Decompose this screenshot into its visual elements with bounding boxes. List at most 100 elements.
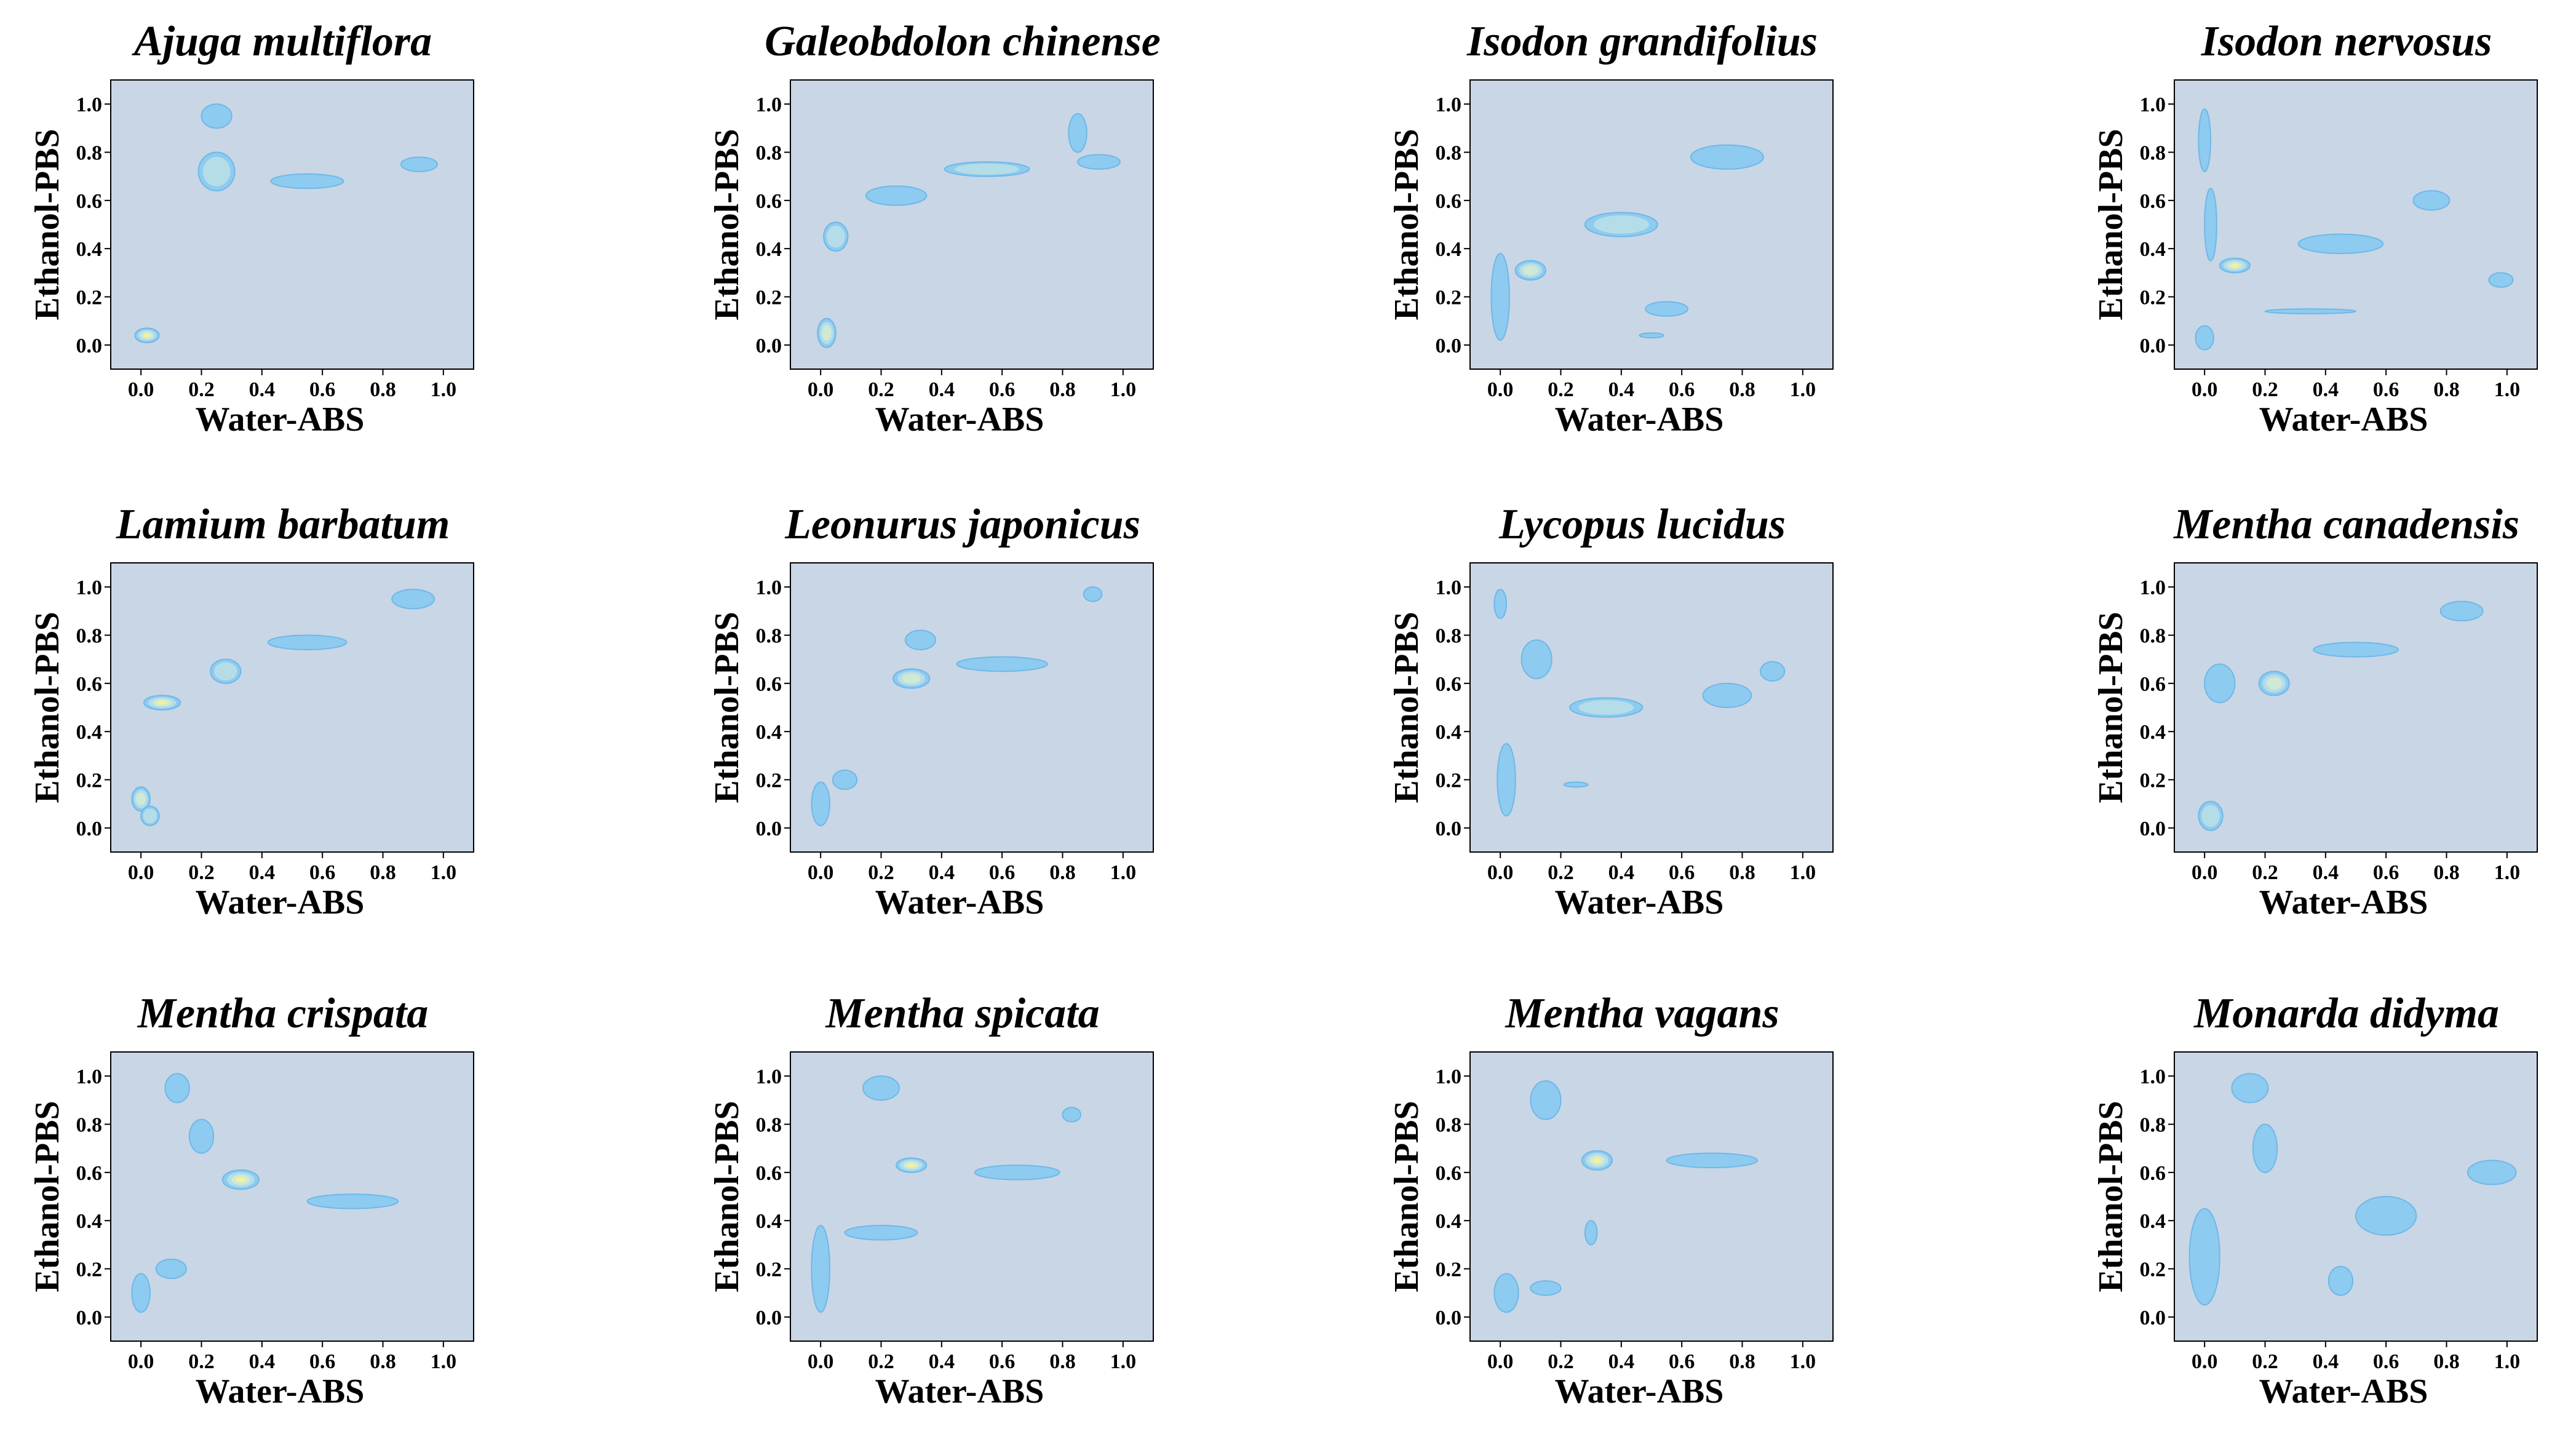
x-tick-label: 0.0	[1487, 861, 1514, 884]
contour-cluster-2-level-2	[902, 673, 921, 684]
x-tick-label: 0.4	[249, 861, 276, 884]
y-tick-label: 0.0	[1436, 1307, 1462, 1329]
x-tick-label: 0.8	[1729, 861, 1755, 884]
x-tick-label: 0.4	[1608, 1350, 1635, 1373]
contour-cluster-1-level-0	[844, 1225, 918, 1241]
contour-group	[2198, 600, 2484, 831]
x-tick-label: 0.6	[309, 378, 336, 401]
panel-9: 0.0 0.2 0.4 0.6 0.8 1.0 0.0 0.2 0.4 0.6 0.8 1.0 Wate…	[708, 990, 1154, 1411]
x-tick-label: 0.2	[188, 861, 215, 884]
contour-cluster-0-level-1	[2201, 805, 2220, 827]
contour-cluster-5-level-0	[1666, 1152, 1759, 1168]
contour-cluster-5-level-0	[1639, 332, 1664, 339]
contour-cluster-0-level-2	[822, 325, 832, 341]
contour-cluster-1-level-2	[1522, 265, 1539, 276]
x-tick-label: 0.0	[808, 861, 834, 884]
x-tick-label: 0.8	[2433, 861, 2460, 884]
y-tick-label: 0.4	[2140, 721, 2166, 744]
x-tick-label: 0.2	[868, 378, 894, 401]
y-tick-label: 0.0	[2140, 335, 2166, 357]
y-axis-label: Ethanol-PBS	[708, 611, 746, 803]
y-tick-label: 1.0	[76, 1066, 103, 1088]
x-tick-label: 0.2	[1548, 378, 1574, 401]
y-tick-label: 1.0	[756, 1066, 782, 1088]
x-tick-label: 0.0	[1487, 1350, 1514, 1373]
contour-cluster-5-level-0	[306, 1193, 399, 1209]
x-tick-label: 0.8	[2433, 378, 2460, 401]
y-tick-label: 0.8	[2140, 142, 2166, 165]
y-tick-label: 0.8	[1436, 1114, 1462, 1137]
contour-group	[811, 1075, 1081, 1313]
y-tick-label: 0.4	[756, 1210, 782, 1233]
x-tick-label: 0.6	[2373, 861, 2399, 884]
contour-cluster-3-level-0	[2313, 642, 2399, 658]
x-tick-label: 0.4	[929, 1350, 955, 1373]
y-tick-label: 0.6	[76, 1162, 103, 1185]
contour-cluster-3-level-3	[907, 1163, 916, 1168]
contour-cluster-0-level-0	[2188, 1208, 2220, 1306]
contour-cluster-0-level-0	[811, 781, 830, 826]
x-tick-label: 0.0	[128, 861, 154, 884]
y-axis-label: Ethanol-PBS	[2092, 611, 2130, 803]
contour-cluster-4-level-0	[1760, 661, 1786, 682]
plot-area	[790, 79, 1154, 370]
x-tick-label: 0.6	[989, 861, 1016, 884]
x-tick-label: 0.6	[309, 1350, 336, 1373]
y-tick-label: 0.6	[756, 190, 782, 213]
panel-2: 0.0 0.2 0.4 0.6 0.8 1.0 0.0 0.2 0.4 0.6 0.8 1.0 Wate…	[1388, 18, 1834, 439]
contour-cluster-1-level-1	[826, 225, 845, 248]
x-tick-label: 0.8	[1049, 1350, 1076, 1373]
contour-cluster-2-level-0	[201, 103, 233, 129]
y-tick-label: 0.8	[76, 1114, 103, 1137]
panel-6: 0.0 0.2 0.4 0.6 0.8 1.0 0.0 0.2 0.4 0.6 0.8 1.0 Wate…	[1388, 501, 1834, 922]
y-tick-label: 0.6	[756, 1162, 782, 1185]
x-tick-label: 0.4	[2313, 1350, 2339, 1373]
contour-cluster-1-level-0	[155, 1258, 187, 1280]
plot-area	[1469, 1051, 1834, 1342]
contour-cluster-3-level-0	[1530, 1080, 1562, 1120]
x-axis-label: Water-ABS	[1555, 400, 1724, 439]
contour-cluster-1-level-0	[2204, 188, 2217, 261]
contour-cluster-7-level-0	[2488, 272, 2514, 288]
x-tick-label: 1.0	[1790, 861, 1816, 884]
y-axis-label: Ethanol-PBS	[1388, 129, 1426, 320]
contour-cluster-2-level-0	[1584, 1220, 1598, 1246]
y-tick-label: 0.4	[1436, 721, 1462, 744]
contour-cluster-3-level-1	[955, 163, 1019, 175]
x-tick-label: 1.0	[2494, 861, 2521, 884]
contour-cluster-4-level-0	[2355, 1196, 2417, 1236]
x-tick-label: 1.0	[1790, 378, 1816, 401]
y-tick-label: 0.4	[2140, 238, 2166, 261]
y-tick-label: 0.8	[2140, 1114, 2166, 1137]
y-tick-label: 0.4	[2140, 1210, 2166, 1233]
y-tick-label: 0.8	[756, 625, 782, 648]
x-axis-label: Water-ABS	[875, 1372, 1044, 1411]
y-tick-label: 0.4	[756, 238, 782, 261]
y-tick-label: 1.0	[76, 94, 103, 116]
y-tick-label: 0.0	[1436, 335, 1462, 357]
y-tick-label: 0.0	[76, 335, 103, 357]
x-tick-label: 1.0	[2494, 1350, 2521, 1373]
y-tick-label: 0.2	[756, 1259, 782, 1281]
y-tick-label: 0.2	[2140, 770, 2166, 792]
y-tick-label: 0.4	[1436, 238, 1462, 261]
panel-title: Mentha crispata	[137, 990, 429, 1037]
contour-group	[2195, 108, 2514, 351]
contour-cluster-1-level-0	[1530, 1280, 1562, 1296]
x-tick-label: 0.8	[1049, 861, 1076, 884]
x-tick-label: 1.0	[431, 1350, 457, 1373]
y-axis-label: Ethanol-PBS	[708, 1101, 746, 1292]
y-tick-label: 0.0	[756, 1307, 782, 1329]
plot-area	[2174, 79, 2538, 370]
x-tick-label: 0.6	[1669, 861, 1695, 884]
y-tick-label: 0.0	[2140, 818, 2166, 840]
y-tick-label: 0.0	[756, 818, 782, 840]
y-tick-label: 1.0	[1436, 576, 1462, 599]
x-tick-label: 0.6	[2373, 1350, 2399, 1373]
x-tick-label: 0.0	[808, 378, 834, 401]
plot-area	[110, 79, 474, 370]
contour-cluster-3-level-1	[214, 662, 237, 681]
x-axis-label: Water-ABS	[196, 1372, 365, 1411]
y-tick-label: 0.4	[76, 721, 103, 744]
x-tick-label: 0.6	[2373, 378, 2399, 401]
